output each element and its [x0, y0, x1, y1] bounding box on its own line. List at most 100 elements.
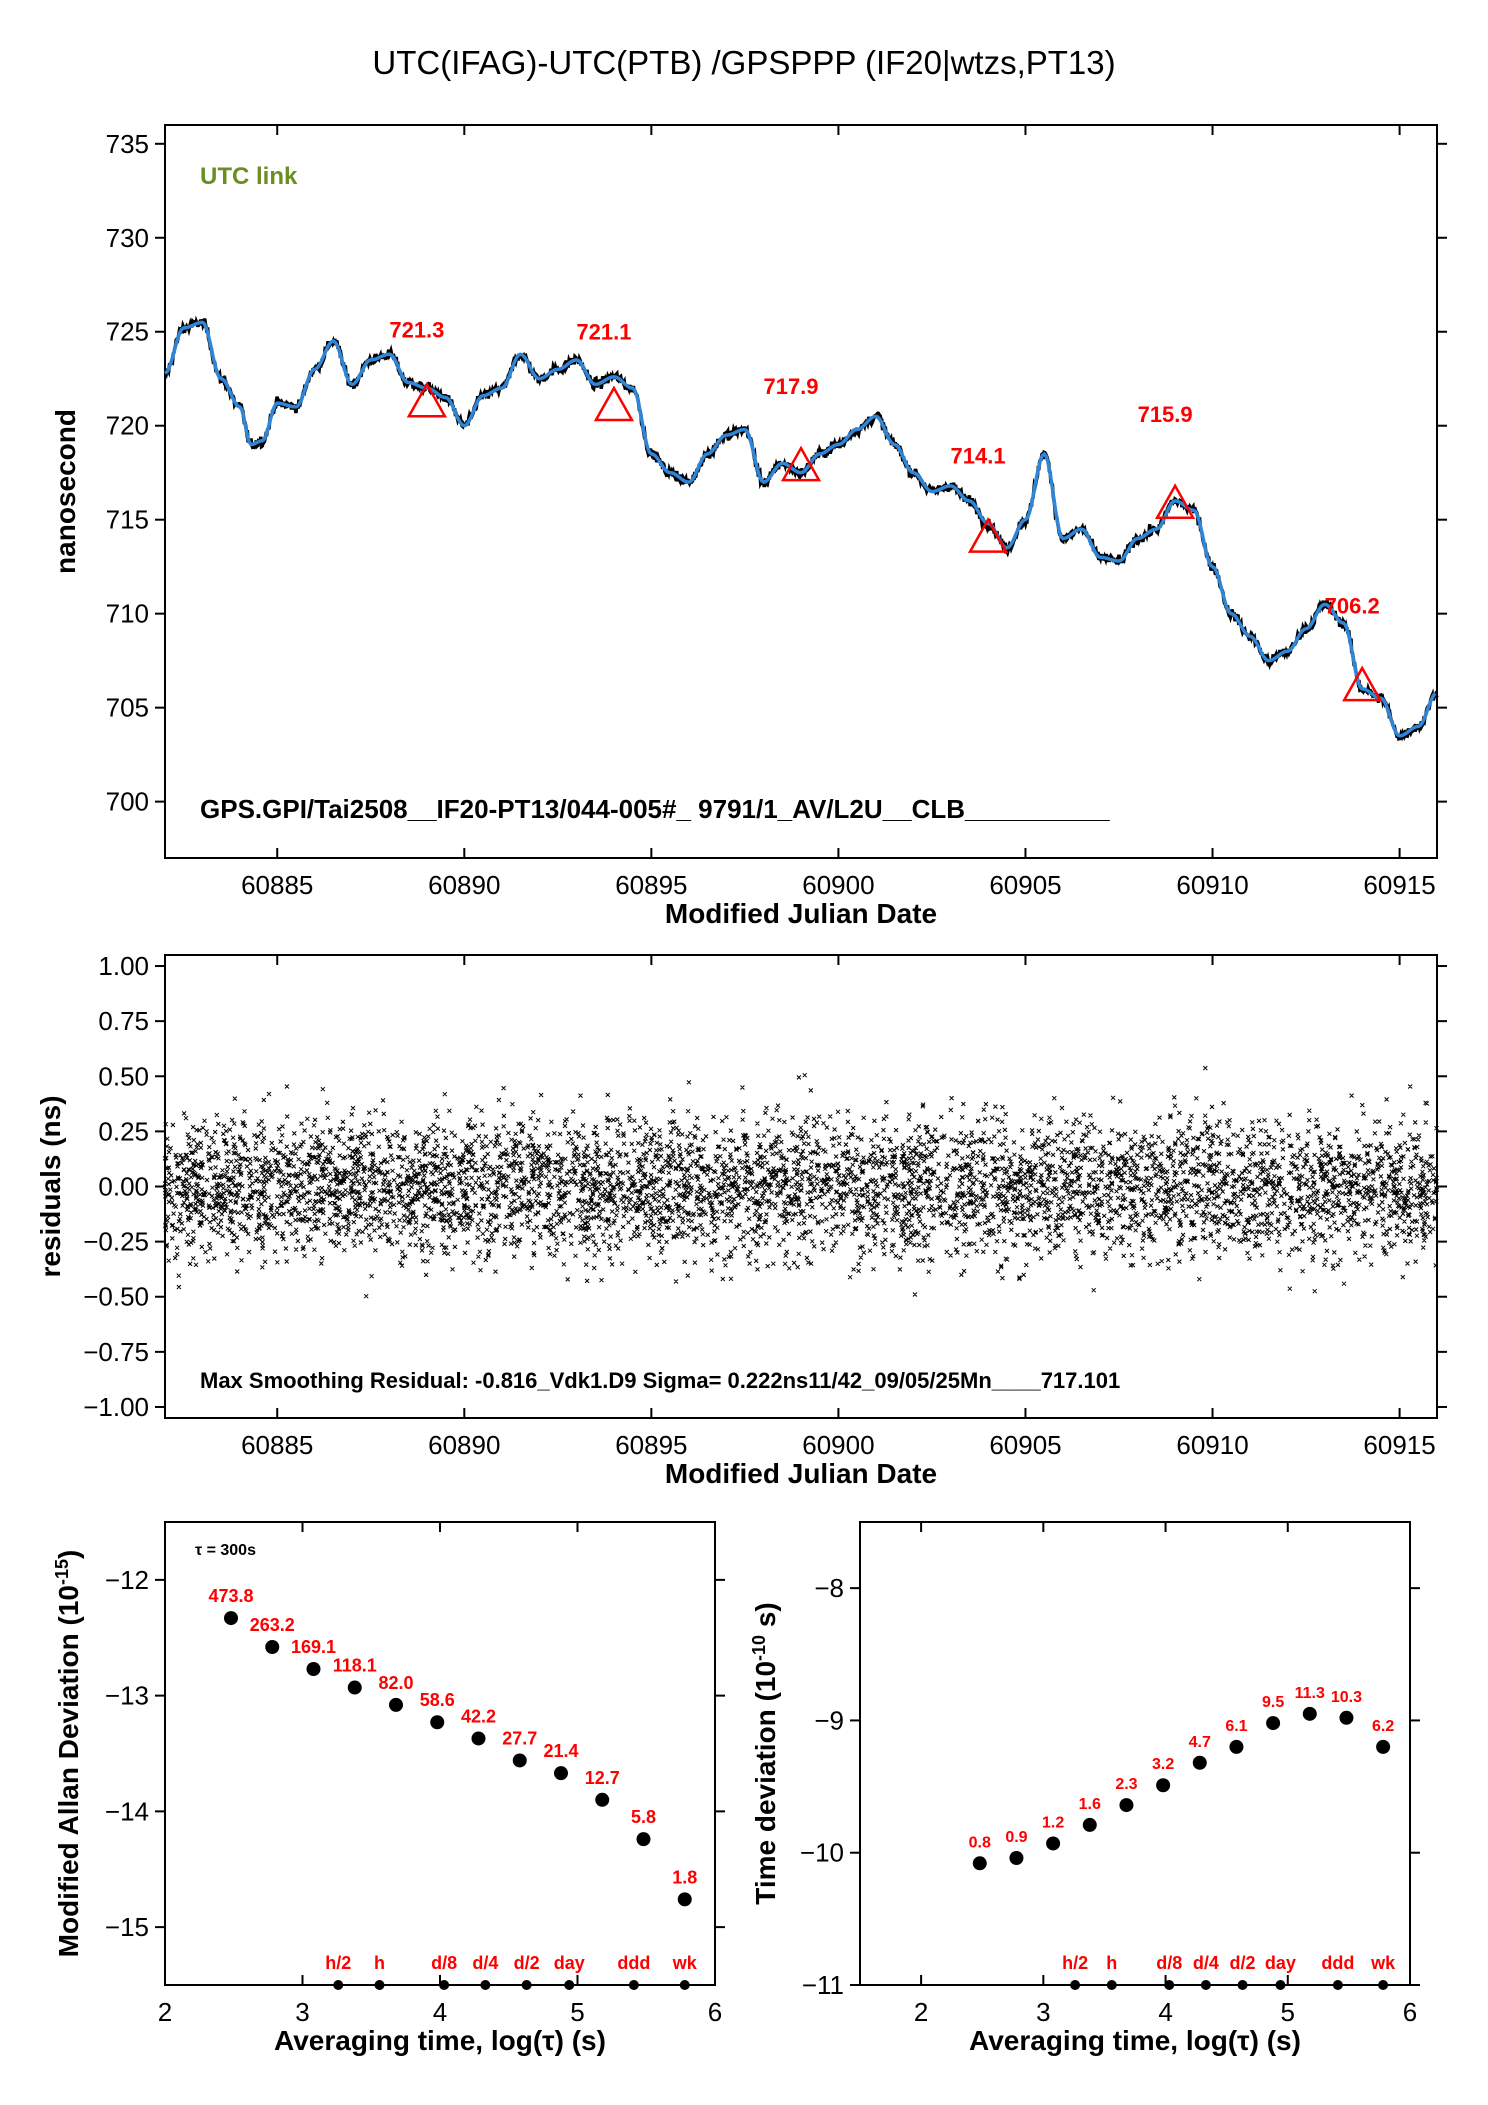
x-tick-label: 60915 [1363, 870, 1435, 900]
x-tick-label: 4 [433, 1997, 447, 2027]
data-label: 11.3 [1295, 1685, 1325, 1702]
data-label: 473.8 [208, 1586, 253, 1606]
x-tick-label: 60910 [1176, 870, 1248, 900]
y-tick-label: 710 [106, 599, 149, 629]
time-marker-point [374, 1980, 385, 1990]
time-marker-label: d/4 [472, 1953, 498, 1973]
data-point [1229, 1739, 1244, 1754]
y-tick-label: 1.00 [98, 951, 149, 981]
data-point [512, 1753, 527, 1768]
x-axis-label: Modified Julian Date [665, 1458, 937, 1489]
x-tick-label: 3 [295, 1997, 309, 2027]
data-label: 0.8 [969, 1834, 991, 1851]
data-label: 263.2 [250, 1615, 295, 1635]
time-marker-label: d/8 [431, 1953, 457, 1973]
time-marker-point [1106, 1980, 1117, 1990]
x-tick-label: 6 [708, 1997, 722, 2027]
data-label: 5.8 [631, 1807, 656, 1827]
tau-note: τ = 300s [195, 1542, 256, 1559]
y-tick-label: 0.25 [98, 1116, 149, 1146]
y-axis-label: residuals (ns) [35, 1095, 66, 1277]
footer-text: Max Smoothing Residual: -0.816_Vdk1.D9 S… [200, 1368, 1120, 1393]
x-axis-label: Averaging time, log(τ) (s) [969, 2025, 1301, 2056]
data-point [430, 1715, 445, 1730]
x-tick-label: 4 [1158, 1997, 1172, 2027]
data-point [595, 1792, 610, 1807]
data-point [972, 1856, 987, 1871]
x-tick-label: 60895 [615, 1430, 687, 1460]
annotation-label: 715.9 [1138, 402, 1193, 427]
time-marker-label: d/8 [1156, 1953, 1182, 1973]
y-tick-label: 705 [106, 693, 149, 723]
x-tick-label: 60885 [241, 1430, 313, 1460]
triangle-marker [967, 517, 1009, 553]
y-tick-label: −14 [105, 1796, 149, 1826]
data-label: 118.1 [333, 1656, 377, 1676]
y-tick-label: 0.75 [98, 1006, 149, 1036]
triangle-marker [1154, 483, 1196, 520]
y-tick-label: 700 [106, 787, 149, 817]
plot-frame [859, 1521, 1411, 1986]
data-point [1339, 1710, 1354, 1725]
y-tick-label: 730 [106, 223, 149, 253]
plot-frame [164, 124, 1438, 859]
data-point [1082, 1817, 1097, 1832]
y-tick-label: −15 [105, 1912, 149, 1942]
time-marker-point [628, 1980, 639, 1990]
time-marker-label: ddd [617, 1953, 650, 1973]
triangle-marker [1342, 665, 1383, 702]
data-label: 10.3 [1331, 1689, 1362, 1706]
time-marker-point [1378, 1980, 1389, 1990]
y-tick-label: 0.00 [98, 1172, 149, 1202]
time-marker-label: wk [672, 1953, 698, 1973]
x-axis-label: Modified Julian Date [665, 898, 937, 929]
y-axis-label: Modified Allan Deviation (10-15) [52, 1550, 84, 1958]
data-point [1119, 1798, 1134, 1813]
time-marker-label: d/2 [514, 1953, 540, 1973]
x-tick-label: 60910 [1176, 1430, 1248, 1460]
y-tick-label: 735 [106, 129, 149, 159]
x-axis-label: Averaging time, log(τ) (s) [274, 2025, 606, 2056]
data-point [265, 1640, 280, 1655]
data-point [1046, 1836, 1061, 1851]
y-tick-label: 725 [106, 317, 149, 347]
time-marker-point [1237, 1980, 1248, 1990]
y-tick-label: −13 [105, 1681, 149, 1711]
data-label: 3.2 [1152, 1756, 1174, 1773]
triangle-marker [593, 385, 635, 422]
annotation-label: 717.9 [763, 374, 818, 399]
data-point [1266, 1716, 1281, 1731]
x-tick-label: 60915 [1363, 1430, 1435, 1460]
data-point [636, 1832, 651, 1847]
triangle-marker [406, 381, 448, 418]
data-label: 169.1 [291, 1637, 336, 1657]
data-point [1302, 1706, 1317, 1721]
time-marker-point [521, 1980, 532, 1990]
data-label: 0.9 [1005, 1829, 1027, 1846]
y-tick-label: 0.50 [98, 1061, 149, 1091]
time-marker-label: ddd [1321, 1953, 1354, 1973]
y-tick-label: −0.75 [83, 1337, 149, 1367]
y-tick-label: 720 [106, 411, 149, 441]
y-tick-label: −0.25 [83, 1227, 149, 1257]
data-label: 21.4 [543, 1741, 578, 1761]
data-point [1192, 1755, 1207, 1770]
data-label: 12.7 [585, 1768, 620, 1788]
data-label: 9.5 [1262, 1694, 1284, 1711]
y-tick-label: −12 [105, 1565, 149, 1595]
chart-title: UTC(IFAG)-UTC(PTB) /GPSPPP (IF20|wtzs,PT… [372, 44, 1116, 81]
time-marker-label: h/2 [1062, 1953, 1088, 1973]
triangle-marker [780, 445, 822, 482]
time-marker-label: d/4 [1193, 1953, 1219, 1973]
time-marker-label: day [1265, 1953, 1296, 1973]
data-point [554, 1766, 568, 1781]
data-point [389, 1697, 403, 1712]
data-label: 42.2 [461, 1706, 496, 1726]
footer-text: GPS.GPI/Tai2508__IF20-PT13/044-005#_ 979… [200, 794, 1110, 824]
time-marker-point [564, 1980, 575, 1990]
y-tick-label: −11 [802, 1970, 844, 2000]
x-tick-label: 60885 [241, 870, 313, 900]
data-point [1376, 1739, 1391, 1754]
data-point [677, 1892, 692, 1907]
